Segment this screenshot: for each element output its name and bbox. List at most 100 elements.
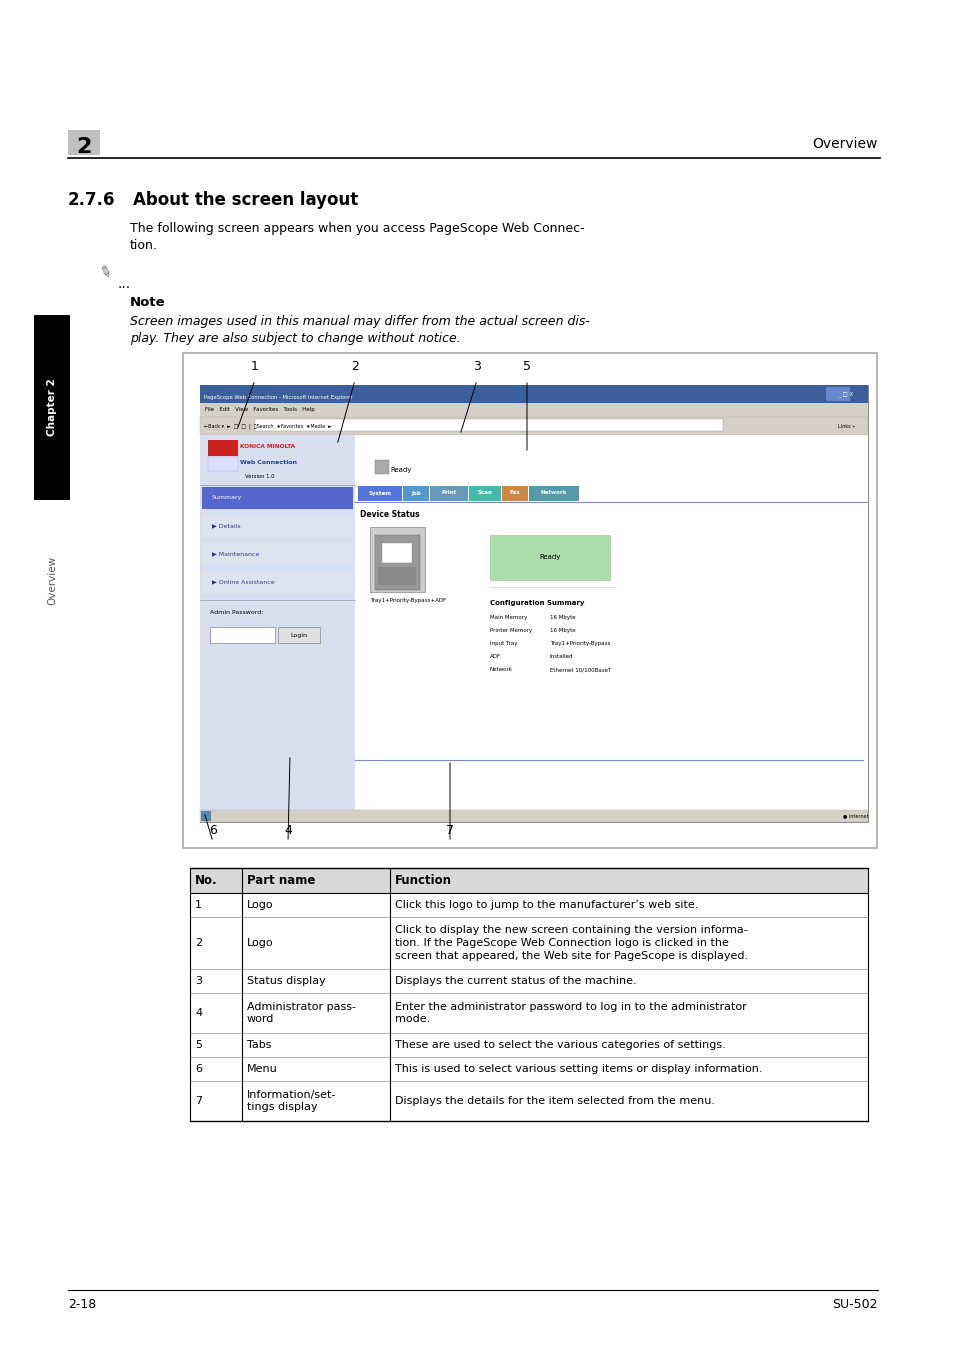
Text: Ethernet 10/100BaseT: Ethernet 10/100BaseT	[550, 667, 611, 671]
Text: SU-502: SU-502	[832, 1298, 877, 1312]
Text: 5: 5	[194, 1040, 202, 1050]
Text: Logo: Logo	[247, 938, 274, 948]
Text: Installed: Installed	[550, 654, 573, 659]
Text: Overview: Overview	[812, 136, 877, 151]
Text: 1: 1	[194, 900, 202, 911]
Text: 3: 3	[473, 361, 480, 373]
Text: Displays the details for the item selected from the menu.: Displays the details for the item select…	[395, 1096, 714, 1106]
Text: Web Connection: Web Connection	[240, 461, 296, 466]
Text: Device Status: Device Status	[359, 509, 419, 519]
Text: 7: 7	[446, 824, 454, 836]
Text: 16 Mbyte: 16 Mbyte	[550, 615, 575, 620]
Text: 6: 6	[194, 1065, 202, 1074]
Text: Tabs: Tabs	[247, 1040, 272, 1050]
Bar	[68, 130, 100, 155]
Text: Chapter 2: Chapter 2	[47, 378, 57, 436]
Text: 4: 4	[284, 824, 292, 836]
Text: _ □ X: _ □ X	[838, 392, 853, 397]
Text: KONICA MINOLTA: KONICA MINOLTA	[240, 444, 294, 450]
Bar	[375, 459, 389, 474]
Bar	[200, 385, 867, 403]
Text: ←Back ▾  ►  □  □  |  ⌕Search  ★Favorites  ★Media  ►: ←Back ▾ ► □ □ | ⌕Search ★Favorites ★Medi…	[204, 423, 332, 428]
Bar	[183, 353, 876, 848]
Text: These are used to select the various categories of settings.: These are used to select the various cat…	[395, 1040, 725, 1050]
Text: Displays the current status of the machine.: Displays the current status of the machi…	[395, 975, 636, 986]
Text: About the screen layout: About the screen layout	[132, 190, 358, 209]
Text: Print: Print	[441, 490, 456, 496]
Bar	[529, 486, 578, 501]
Text: Configuration Summary: Configuration Summary	[490, 600, 584, 607]
Text: Information/set-
tings display: Information/set- tings display	[247, 1090, 336, 1112]
Text: Tray1+Priority-Bypass: Tray1+Priority-Bypass	[550, 640, 610, 646]
Text: Ready: Ready	[390, 467, 411, 473]
Text: ADF: ADF	[490, 654, 500, 659]
Text: 2.7.6: 2.7.6	[68, 190, 115, 209]
Text: ✎: ✎	[96, 263, 113, 282]
Bar	[210, 627, 274, 643]
Text: Overview: Overview	[47, 555, 57, 604]
Text: Summary: Summary	[212, 496, 242, 500]
Text: Admin Password:: Admin Password:	[210, 611, 263, 615]
Text: ▶ Details: ▶ Details	[212, 523, 240, 528]
Text: Fax: Fax	[509, 490, 519, 496]
Text: Menu: Menu	[247, 1065, 277, 1074]
Text: Printer Memory: Printer Memory	[490, 628, 532, 634]
Text: Click to display the new screen containing the version informa-
tion. If the Pag: Click to display the new screen containi…	[395, 925, 747, 961]
Text: Version 1.0: Version 1.0	[245, 474, 274, 480]
Text: 1: 1	[251, 361, 258, 373]
Text: ▶ Online Assistance: ▶ Online Assistance	[212, 580, 274, 585]
Bar	[200, 811, 867, 821]
Bar	[34, 315, 70, 500]
Text: System: System	[368, 490, 391, 496]
Text: 2: 2	[76, 136, 91, 157]
Text: File   Edit   View   Favorites   Tools   Help: File Edit View Favorites Tools Help	[205, 408, 314, 412]
Text: Note: Note	[130, 296, 166, 309]
Bar	[254, 419, 722, 431]
Bar	[825, 386, 865, 401]
Bar	[377, 567, 416, 585]
Text: 2: 2	[194, 938, 202, 948]
Text: Part name: Part name	[247, 874, 315, 886]
Bar	[370, 527, 424, 592]
Bar	[430, 486, 468, 501]
Text: Enter the administrator password to log in to the administrator
mode.: Enter the administrator password to log …	[395, 1001, 746, 1024]
Text: Tray1+Priority-Bypass+ADF: Tray1+Priority-Bypass+ADF	[370, 598, 446, 603]
Bar	[200, 403, 867, 417]
Bar	[202, 543, 353, 565]
Bar	[402, 486, 429, 501]
Text: 6: 6	[209, 824, 216, 836]
Bar	[375, 535, 419, 590]
Bar	[208, 440, 237, 457]
Bar	[490, 535, 609, 580]
Text: 7: 7	[194, 1096, 202, 1106]
Bar	[201, 811, 211, 821]
Bar	[190, 867, 867, 893]
Text: 5: 5	[522, 361, 531, 373]
Bar	[200, 435, 355, 811]
Text: Function: Function	[395, 874, 452, 886]
Bar	[208, 457, 237, 471]
Text: No.: No.	[194, 874, 217, 886]
Text: Administrator pass-
word: Administrator pass- word	[247, 1001, 355, 1024]
Bar	[357, 486, 401, 501]
Text: 4: 4	[194, 1008, 202, 1019]
Text: ▶ Maintenance: ▶ Maintenance	[212, 551, 259, 557]
Bar	[501, 486, 527, 501]
Text: Input Tray: Input Tray	[490, 640, 517, 646]
Text: 2: 2	[351, 361, 358, 373]
Text: Scan: Scan	[477, 490, 492, 496]
Text: ...: ...	[118, 277, 131, 290]
Bar	[849, 386, 865, 403]
Text: Main Memory: Main Memory	[490, 615, 527, 620]
Text: play. They are also subject to change without notice.: play. They are also subject to change wi…	[130, 332, 460, 345]
Text: PageScope Web Connection - Microsoft Internet Explorer: PageScope Web Connection - Microsoft Int…	[204, 396, 353, 400]
Text: The following screen appears when you access PageScope Web Connec-: The following screen appears when you ac…	[130, 222, 584, 235]
Bar	[200, 435, 867, 811]
Bar	[381, 543, 412, 563]
Text: Network: Network	[540, 490, 567, 496]
Bar	[200, 417, 867, 435]
Bar	[200, 385, 867, 821]
Bar	[202, 486, 353, 509]
Text: Login: Login	[291, 632, 307, 638]
Text: Status display: Status display	[247, 975, 325, 986]
